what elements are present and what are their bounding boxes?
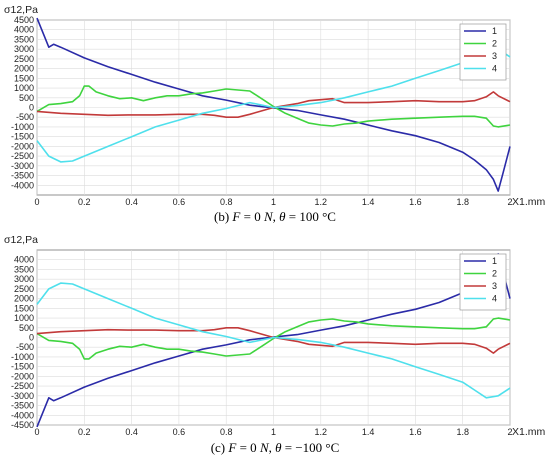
x-tick-label: 0.6 (173, 197, 186, 205)
x-tick-label: 2 (507, 427, 512, 435)
series-line-3 (36, 327, 511, 354)
legend-label-3: 3 (492, 51, 497, 61)
x-tick-label: 1.2 (315, 197, 328, 205)
x-tick-label: 1 (271, 197, 276, 205)
legend-label-4: 4 (492, 64, 497, 74)
series-line-2 (36, 85, 511, 128)
legend-label-1: 1 (492, 256, 497, 266)
stress-chart-b: 450040003500300025002000150010005000-500… (4, 4, 546, 205)
y-tick-label: 3000 (14, 44, 34, 54)
y-tick-label: -4500 (11, 420, 34, 430)
y-tick-label: 2000 (14, 64, 34, 74)
series-line-2 (36, 317, 511, 360)
y-tick-label: -3000 (11, 161, 34, 171)
y-tick-label: 2500 (14, 54, 34, 64)
y-tick-label: -2000 (11, 141, 34, 151)
legend-box (459, 253, 507, 311)
x-tick-label: 1.4 (362, 427, 375, 435)
x-tick-label: 1.6 (409, 427, 422, 435)
legend-label-1: 1 (492, 26, 497, 36)
series-line-4 (36, 282, 511, 399)
x-tick-label: 1.4 (362, 197, 375, 205)
chart-caption-b: (b) F = 0 N, θ = 100 °C (214, 209, 336, 224)
x-tick-label: 2 (507, 197, 512, 205)
y-tick-label: 500 (19, 323, 34, 333)
x-tick-label: 0.2 (78, 427, 91, 435)
x-tick-label: 1.6 (409, 197, 422, 205)
series-line-1 (36, 17, 511, 192)
y-axis-title: σ12,Pa (4, 234, 38, 246)
x-tick-label: 1.8 (456, 427, 469, 435)
y-tick-label: -500 (16, 112, 34, 122)
x-tick-label: 0.4 (125, 197, 138, 205)
x-tick-label: 1.8 (456, 197, 469, 205)
x-tick-label: 0.6 (173, 427, 186, 435)
y-tick-label: -1000 (11, 352, 34, 362)
x-tick-label: 1 (271, 427, 276, 435)
y-tick-label: -4000 (11, 180, 34, 190)
y-tick-label: -1500 (11, 362, 34, 372)
y-tick-label: 1000 (14, 83, 34, 93)
y-tick-label: -500 (16, 342, 34, 352)
chart-panel-b: 4500 4000 3500 3000 2500 2000 1500 1000 500 0 -500… (4, 4, 546, 224)
y-tick-label: 2000 (14, 294, 34, 304)
y-tick-label: 1000 (14, 313, 34, 323)
legend-label-2: 2 (492, 39, 497, 49)
y-tick-label: -3500 (11, 171, 34, 181)
y-tick-label: 0 (29, 103, 34, 113)
y-tick-label: -1000 (11, 122, 34, 132)
y-tick-label: -3000 (11, 391, 34, 401)
y-tick-label: 3500 (14, 264, 34, 274)
legend-label-2: 2 (492, 269, 497, 279)
x-tick-label: 1.2 (315, 427, 328, 435)
y-tick-label: 3500 (14, 34, 34, 44)
y-tick-label: -2500 (11, 381, 34, 391)
y-tick-label: -4000 (11, 410, 34, 420)
y-tick-label: -2000 (11, 371, 34, 381)
y-tick-label: 1500 (14, 303, 34, 313)
x-tick-label: 0.8 (220, 197, 233, 205)
y-tick-label: 0 (29, 333, 34, 343)
y-axis-title: σ12,Pa (4, 4, 38, 16)
x-axis-title: X1,mm (512, 196, 546, 205)
y-tick-label: 4000 (14, 25, 34, 35)
legend-label-3: 3 (492, 281, 497, 291)
y-tick-label: 2500 (14, 284, 34, 294)
legend-label-4: 4 (492, 294, 497, 304)
y-tick-label: 1500 (14, 73, 34, 83)
y-tick-label: 3000 (14, 274, 34, 284)
x-tick-label: 0.8 (220, 427, 233, 435)
x-axis-title: X1,mm (512, 426, 546, 435)
x-tick-label: 0 (34, 427, 39, 435)
y-tick-label: 4000 (14, 255, 34, 265)
chart-panel-c: 4000 3500 3000 2500 2000 1500 1000 500 0 -500 -100… (0, 230, 550, 460)
x-tick-label: 0 (34, 197, 39, 205)
y-tick-label: -2500 (11, 151, 34, 161)
x-tick-label: 0.2 (78, 197, 91, 205)
y-tick-label: -3500 (11, 401, 34, 411)
legend-box (459, 23, 507, 81)
x-tick-label: 0.4 (125, 427, 138, 435)
y-tick-label: 4500 (14, 15, 34, 25)
chart-caption-c: (c) F = 0 N, θ = −100 °C (210, 440, 340, 455)
y-tick-label: -1500 (11, 132, 34, 142)
y-tick-label: 500 (19, 93, 34, 103)
series-line-3 (36, 91, 511, 118)
stress-chart-c: 40003500300025002000150010005000-500-100… (4, 234, 546, 435)
